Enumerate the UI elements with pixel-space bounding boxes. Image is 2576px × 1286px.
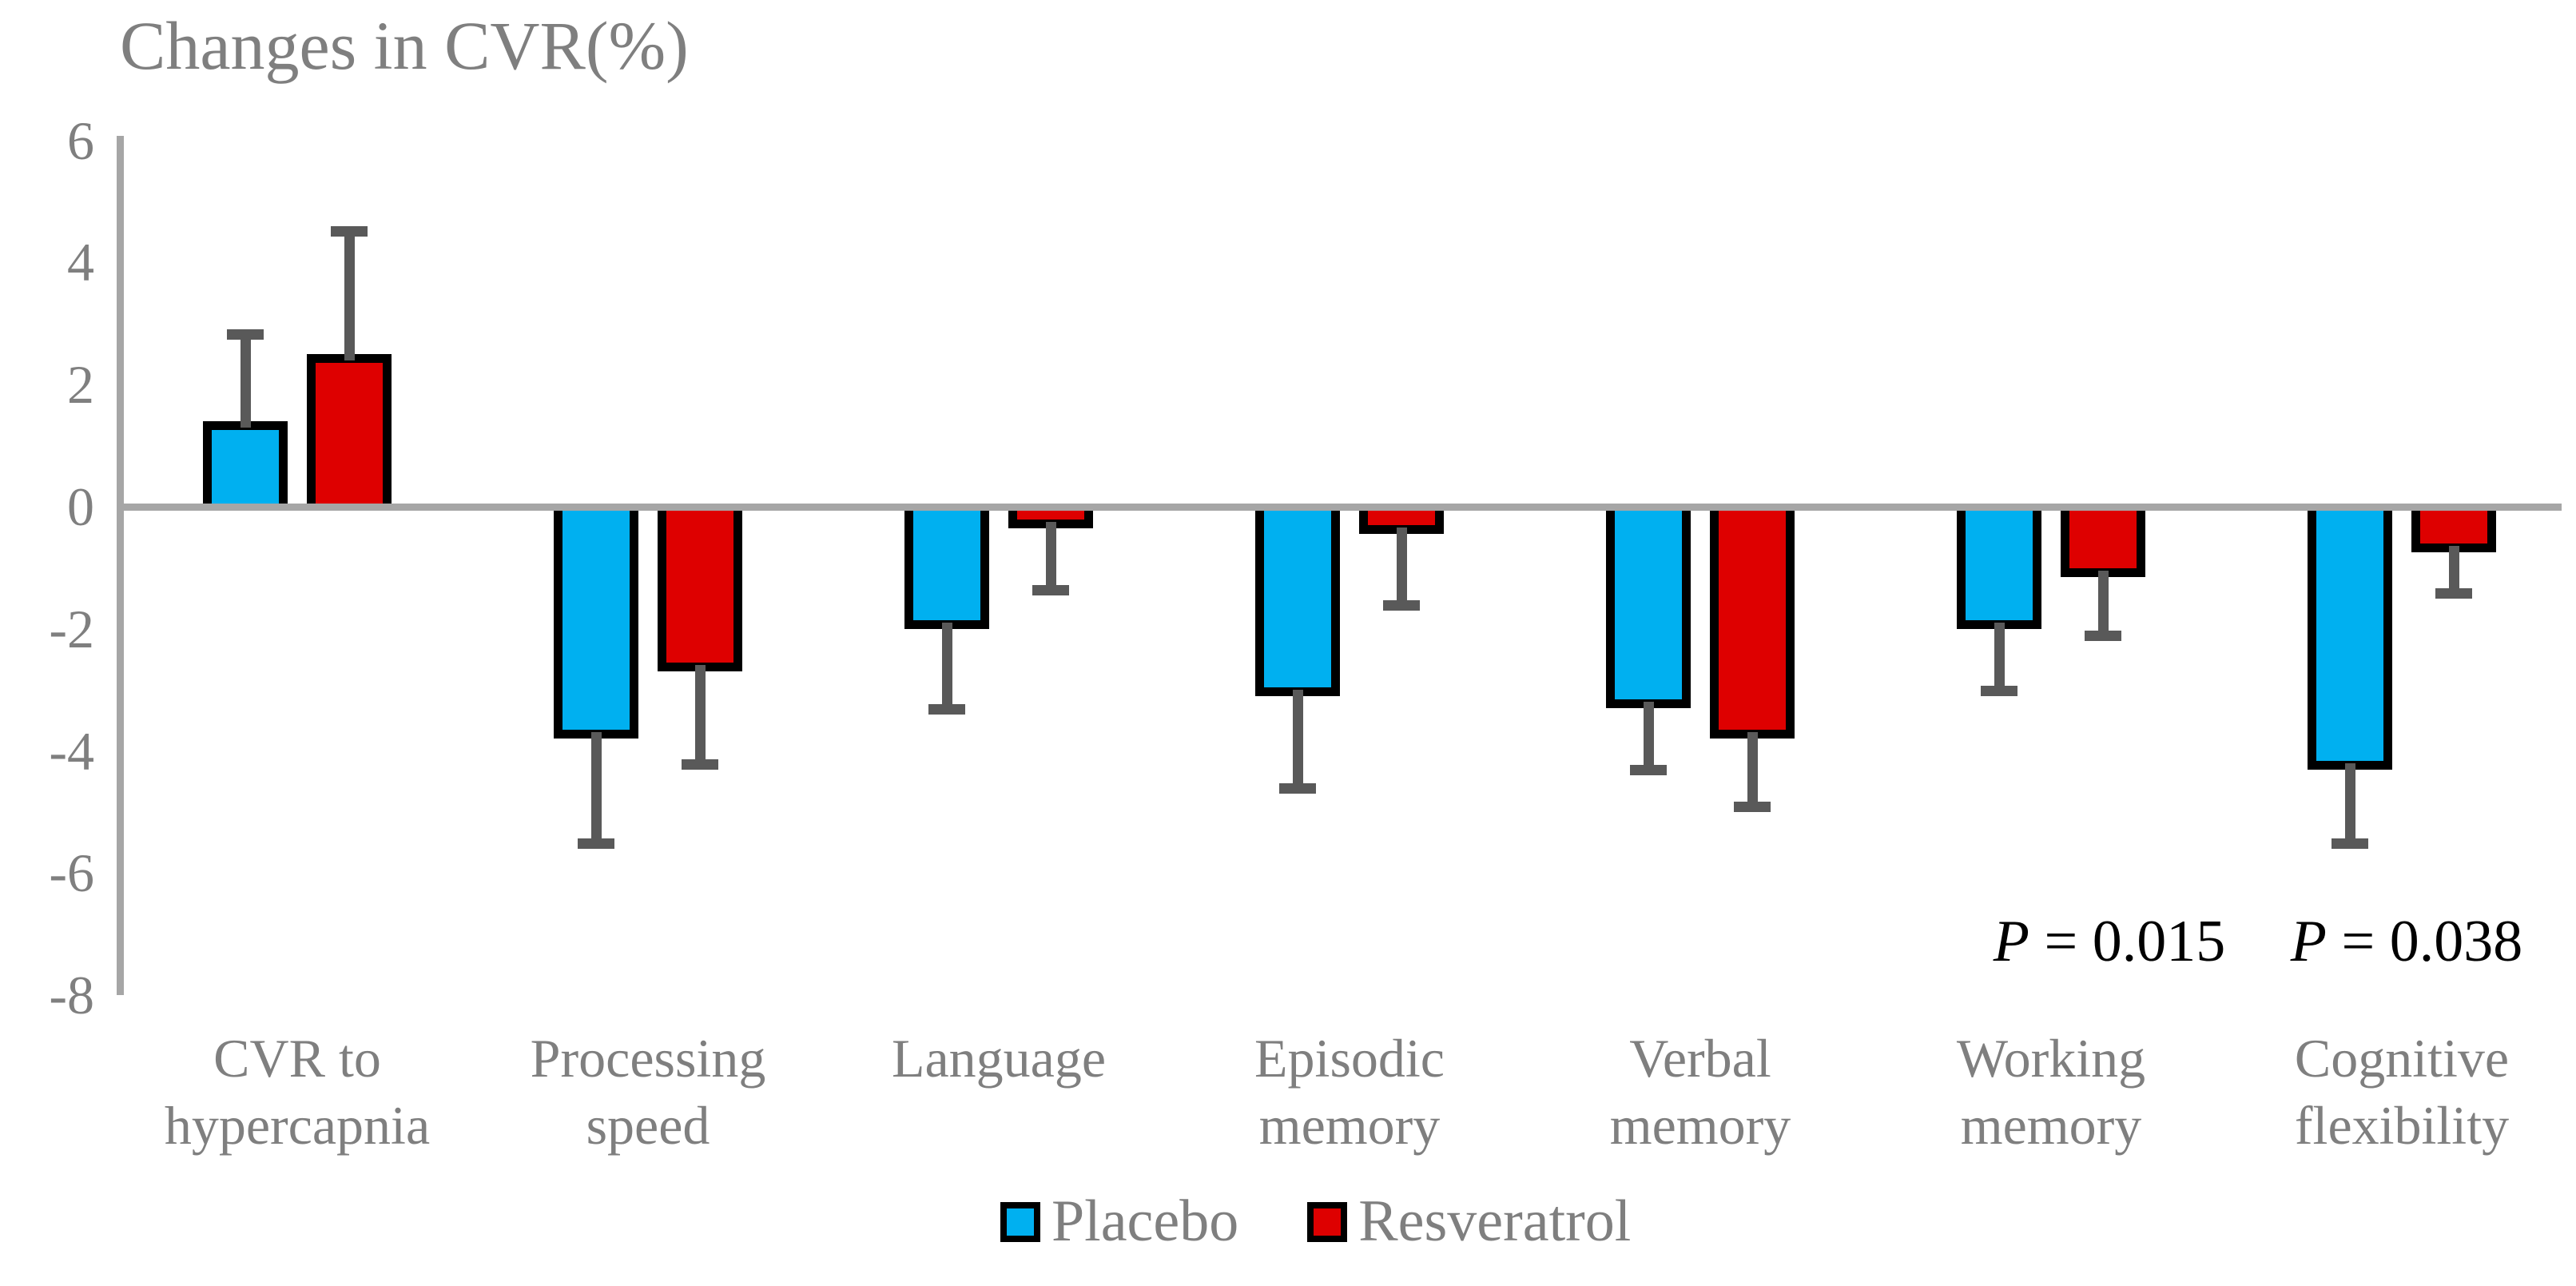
- x-axis-zero-line: [117, 504, 2562, 511]
- y-tick-label-6: 6: [67, 109, 94, 171]
- category-label-line: flexibility: [2294, 1095, 2510, 1156]
- category-label-line: hypercapnia: [164, 1095, 431, 1156]
- error-bar-resveratrol-6: [2098, 570, 2109, 631]
- error-bar-cap-placebo-3: [928, 703, 965, 715]
- error-bar-cap-resveratrol-4: [1383, 599, 1420, 611]
- error-bar-resveratrol-4: [1397, 528, 1407, 600]
- error-bar-cap-placebo-2: [578, 838, 614, 849]
- bar-placebo-3: [904, 511, 989, 629]
- category-label-4: Episodic memory: [1175, 1025, 1525, 1159]
- y-axis-line: [117, 136, 124, 995]
- p-value-text: = 0.015: [2029, 909, 2226, 974]
- category-label-line: memory: [1960, 1095, 2142, 1156]
- bar-placebo-4: [1255, 511, 1340, 696]
- placebo-swatch-icon: [1000, 1201, 1040, 1242]
- legend-label-resveratrol: Resveratrol: [1358, 1188, 1632, 1254]
- bar-resveratrol-2: [658, 511, 742, 672]
- p-value-annotation-cognitive-flexibility: P = 0.038: [2290, 909, 2523, 974]
- category-label-line: memory: [1258, 1095, 1441, 1156]
- legend: Placebo Resveratrol: [1000, 1188, 1631, 1256]
- p-value-text: = 0.038: [2326, 909, 2523, 974]
- error-bar-cap-resveratrol-5: [1734, 802, 1771, 812]
- error-bar-placebo-7: [2345, 762, 2355, 838]
- category-label-2: Processing speed: [473, 1025, 823, 1159]
- error-bar-cap-resveratrol-7: [2435, 587, 2472, 599]
- chart-title: Changes in CVR(%): [120, 7, 689, 84]
- category-label-7: Cognitive flexibility: [2227, 1025, 2576, 1159]
- p-symbol: P: [2290, 909, 2327, 974]
- error-bar-placebo-5: [1644, 702, 1654, 766]
- y-tick-label--8: -8: [49, 965, 94, 1026]
- error-bar-cap-placebo-7: [2332, 838, 2368, 849]
- bar-placebo-1: [203, 421, 288, 504]
- error-bar-cap-resveratrol-3: [1032, 584, 1069, 595]
- bar-placebo-2: [554, 511, 638, 739]
- y-tick-label-0: 0: [67, 476, 94, 537]
- p-value-annotation-working-memory: P = 0.015: [1993, 909, 2226, 974]
- bar-placebo-5: [1606, 511, 1691, 709]
- error-bar-placebo-6: [1994, 622, 2005, 686]
- category-label-line: memory: [1609, 1095, 1791, 1156]
- error-bar-cap-resveratrol-6: [2085, 631, 2121, 642]
- error-bar-cap-placebo-5: [1630, 765, 1667, 776]
- bar-resveratrol-6: [2061, 511, 2145, 577]
- legend-item-placebo: Placebo: [1000, 1188, 1238, 1256]
- error-bar-resveratrol-5: [1747, 732, 1758, 802]
- error-bar-resveratrol-3: [1046, 521, 1056, 585]
- legend-label-placebo: Placebo: [1051, 1188, 1239, 1254]
- resveratrol-swatch-icon: [1307, 1201, 1348, 1242]
- y-tick-label--4: -4: [49, 720, 94, 782]
- error-bar-placebo-3: [942, 622, 952, 704]
- bar-resveratrol-1: [307, 354, 392, 504]
- error-bar-resveratrol-7: [2449, 546, 2459, 588]
- category-label-6: Working memory: [1876, 1025, 2226, 1159]
- error-bar-resveratrol-1: [344, 236, 355, 360]
- bar-placebo-6: [1957, 511, 2041, 629]
- error-bar-placebo-2: [591, 732, 602, 838]
- category-label-line: speed: [586, 1095, 710, 1156]
- bar-placebo-7: [2308, 511, 2392, 770]
- category-label-line: Verbal: [1629, 1028, 1771, 1089]
- y-tick-label-4: 4: [67, 232, 94, 293]
- category-label-1: CVR to hypercapnia: [122, 1025, 472, 1159]
- legend-item-resveratrol: Resveratrol: [1307, 1188, 1631, 1256]
- error-bar-placebo-4: [1293, 689, 1303, 784]
- error-bar-cap-placebo-1: [227, 329, 264, 340]
- category-label-line: Processing: [530, 1028, 766, 1089]
- error-bar-cap-placebo-6: [1981, 685, 2017, 696]
- p-symbol: P: [1993, 909, 2029, 974]
- category-label-line: Language: [891, 1028, 1107, 1089]
- y-tick-label--2: -2: [49, 598, 94, 659]
- category-label-line: Cognitive: [2294, 1028, 2510, 1089]
- y-tick-label--6: -6: [49, 842, 94, 904]
- error-bar-resveratrol-2: [695, 665, 706, 759]
- category-label-3: Language: [824, 1025, 1174, 1092]
- category-label-line: Working: [1956, 1028, 2146, 1089]
- category-label-5: Verbal memory: [1525, 1025, 1875, 1159]
- category-label-line: Episodic: [1254, 1028, 1445, 1089]
- error-bar-cap-placebo-4: [1279, 783, 1316, 794]
- error-bar-cap-resveratrol-1: [331, 225, 368, 237]
- error-bar-cap-resveratrol-2: [682, 758, 718, 770]
- category-label-line: CVR to: [213, 1028, 381, 1089]
- y-tick-label-2: 2: [67, 354, 94, 416]
- error-bar-placebo-1: [241, 340, 251, 428]
- bar-resveratrol-5: [1710, 511, 1795, 739]
